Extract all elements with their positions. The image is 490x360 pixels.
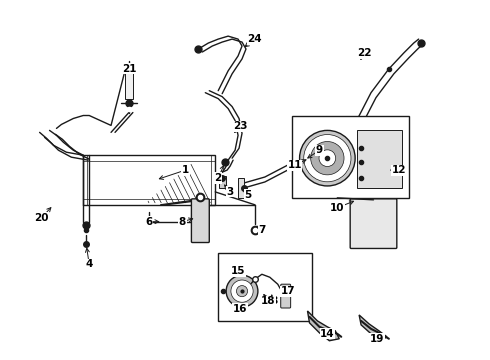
Polygon shape [308, 311, 339, 341]
Bar [125, 71, 133, 99]
Text: 16: 16 [233, 304, 247, 314]
Polygon shape [359, 315, 387, 341]
Text: 6: 6 [145, 217, 152, 227]
Text: 11: 11 [287, 160, 302, 170]
Text: 17: 17 [280, 286, 295, 296]
Text: 23: 23 [233, 121, 247, 131]
FancyBboxPatch shape [281, 284, 291, 308]
Text: 14: 14 [320, 329, 335, 339]
Text: 1: 1 [182, 165, 189, 175]
Text: 10: 10 [330, 203, 344, 213]
Text: 24: 24 [247, 34, 262, 44]
Circle shape [226, 275, 258, 307]
Text: 2: 2 [215, 173, 222, 183]
Text: 20: 20 [34, 213, 49, 223]
Bar [357, 130, 402, 188]
Text: 19: 19 [370, 334, 384, 344]
Text: 5: 5 [245, 190, 251, 200]
Circle shape [231, 280, 253, 302]
Text: 3: 3 [226, 187, 234, 197]
Text: 22: 22 [357, 48, 371, 58]
Circle shape [299, 130, 355, 186]
Bar [292, 117, 409, 198]
Text: 7: 7 [258, 225, 266, 235]
Polygon shape [83, 155, 215, 205]
Text: 18: 18 [261, 296, 275, 306]
Circle shape [311, 141, 344, 175]
Bar [219, 176, 226, 188]
Text: 13: 13 [265, 296, 279, 306]
FancyBboxPatch shape [350, 199, 397, 248]
Text: 8: 8 [179, 217, 186, 227]
Circle shape [237, 285, 247, 297]
Bar [238, 178, 244, 198]
Bar [218, 253, 313, 321]
Text: 9: 9 [316, 145, 323, 155]
Text: 4: 4 [86, 259, 93, 269]
Text: 12: 12 [392, 165, 406, 175]
Text: 21: 21 [122, 64, 136, 74]
Circle shape [304, 135, 351, 182]
Text: 15: 15 [231, 266, 245, 276]
FancyBboxPatch shape [192, 199, 209, 243]
Circle shape [319, 150, 336, 167]
